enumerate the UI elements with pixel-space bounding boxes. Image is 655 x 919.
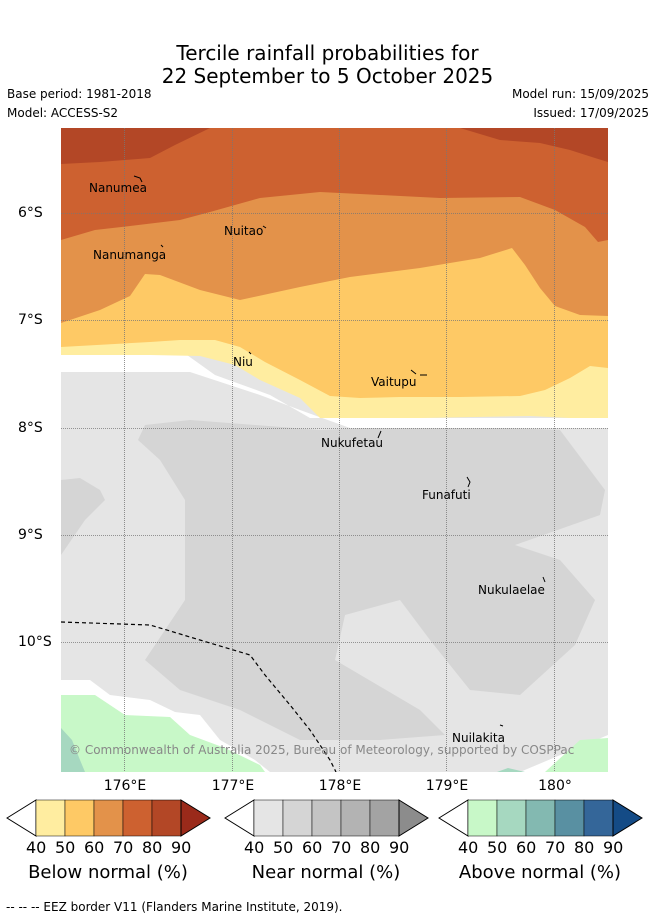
- eez-footer-note: -- -- -- EEZ border V11 (Flanders Marine…: [6, 900, 343, 914]
- base-period: Base period: 1981-2018: [7, 87, 152, 101]
- above-normal-title: Above normal (%): [458, 862, 622, 883]
- colorbar-near: [224, 799, 429, 837]
- place-nuilakita: Nuilakita: [452, 731, 505, 745]
- colorbar-below: [6, 799, 211, 837]
- lon-label-177: 177°E: [211, 778, 255, 794]
- map-title-line1: Tercile rainfall probabilities for: [176, 41, 479, 65]
- place-vaitupu: Vaitupu: [371, 375, 417, 389]
- model-run: Model run: 15/09/2025: [511, 87, 649, 101]
- lon-label-180: 180°: [538, 778, 572, 794]
- lat-label-7s: 7°S: [18, 312, 43, 328]
- eez-border: [61, 621, 337, 772]
- place-nanumea: Nanumea: [89, 181, 147, 195]
- lon-label-176: 176°E: [103, 778, 147, 794]
- lon-label-178: 178°E: [318, 778, 362, 794]
- map-title-line2: 22 September to 5 October 2025: [161, 64, 494, 88]
- lat-label-10s: 10°S: [18, 634, 52, 650]
- near-normal-title: Near normal (%): [251, 862, 401, 883]
- place-niu: Niu: [233, 355, 253, 369]
- colorbar-above: [438, 799, 643, 837]
- lat-label-8s: 8°S: [18, 420, 43, 436]
- place-funafuti: Funafuti: [422, 488, 471, 502]
- below-normal-title: Below normal (%): [28, 862, 188, 883]
- lat-label-9s: 9°S: [18, 527, 43, 543]
- place-nukufetau: Nukufetau: [321, 436, 383, 450]
- model-name: Model: ACCESS-S2: [7, 106, 119, 120]
- issued-date: Issued: 17/09/2025: [533, 106, 649, 120]
- place-nukulaelae: Nukulaelae: [478, 583, 545, 597]
- lat-label-6s: 6°S: [18, 205, 43, 221]
- lon-label-179: 179°E: [425, 778, 469, 794]
- place-nuitao: Nuitao: [224, 224, 263, 238]
- place-nanumanga: Nanumanga: [93, 248, 166, 262]
- copyright-credit: © Commonwealth of Australia 2025, Bureau…: [69, 743, 574, 757]
